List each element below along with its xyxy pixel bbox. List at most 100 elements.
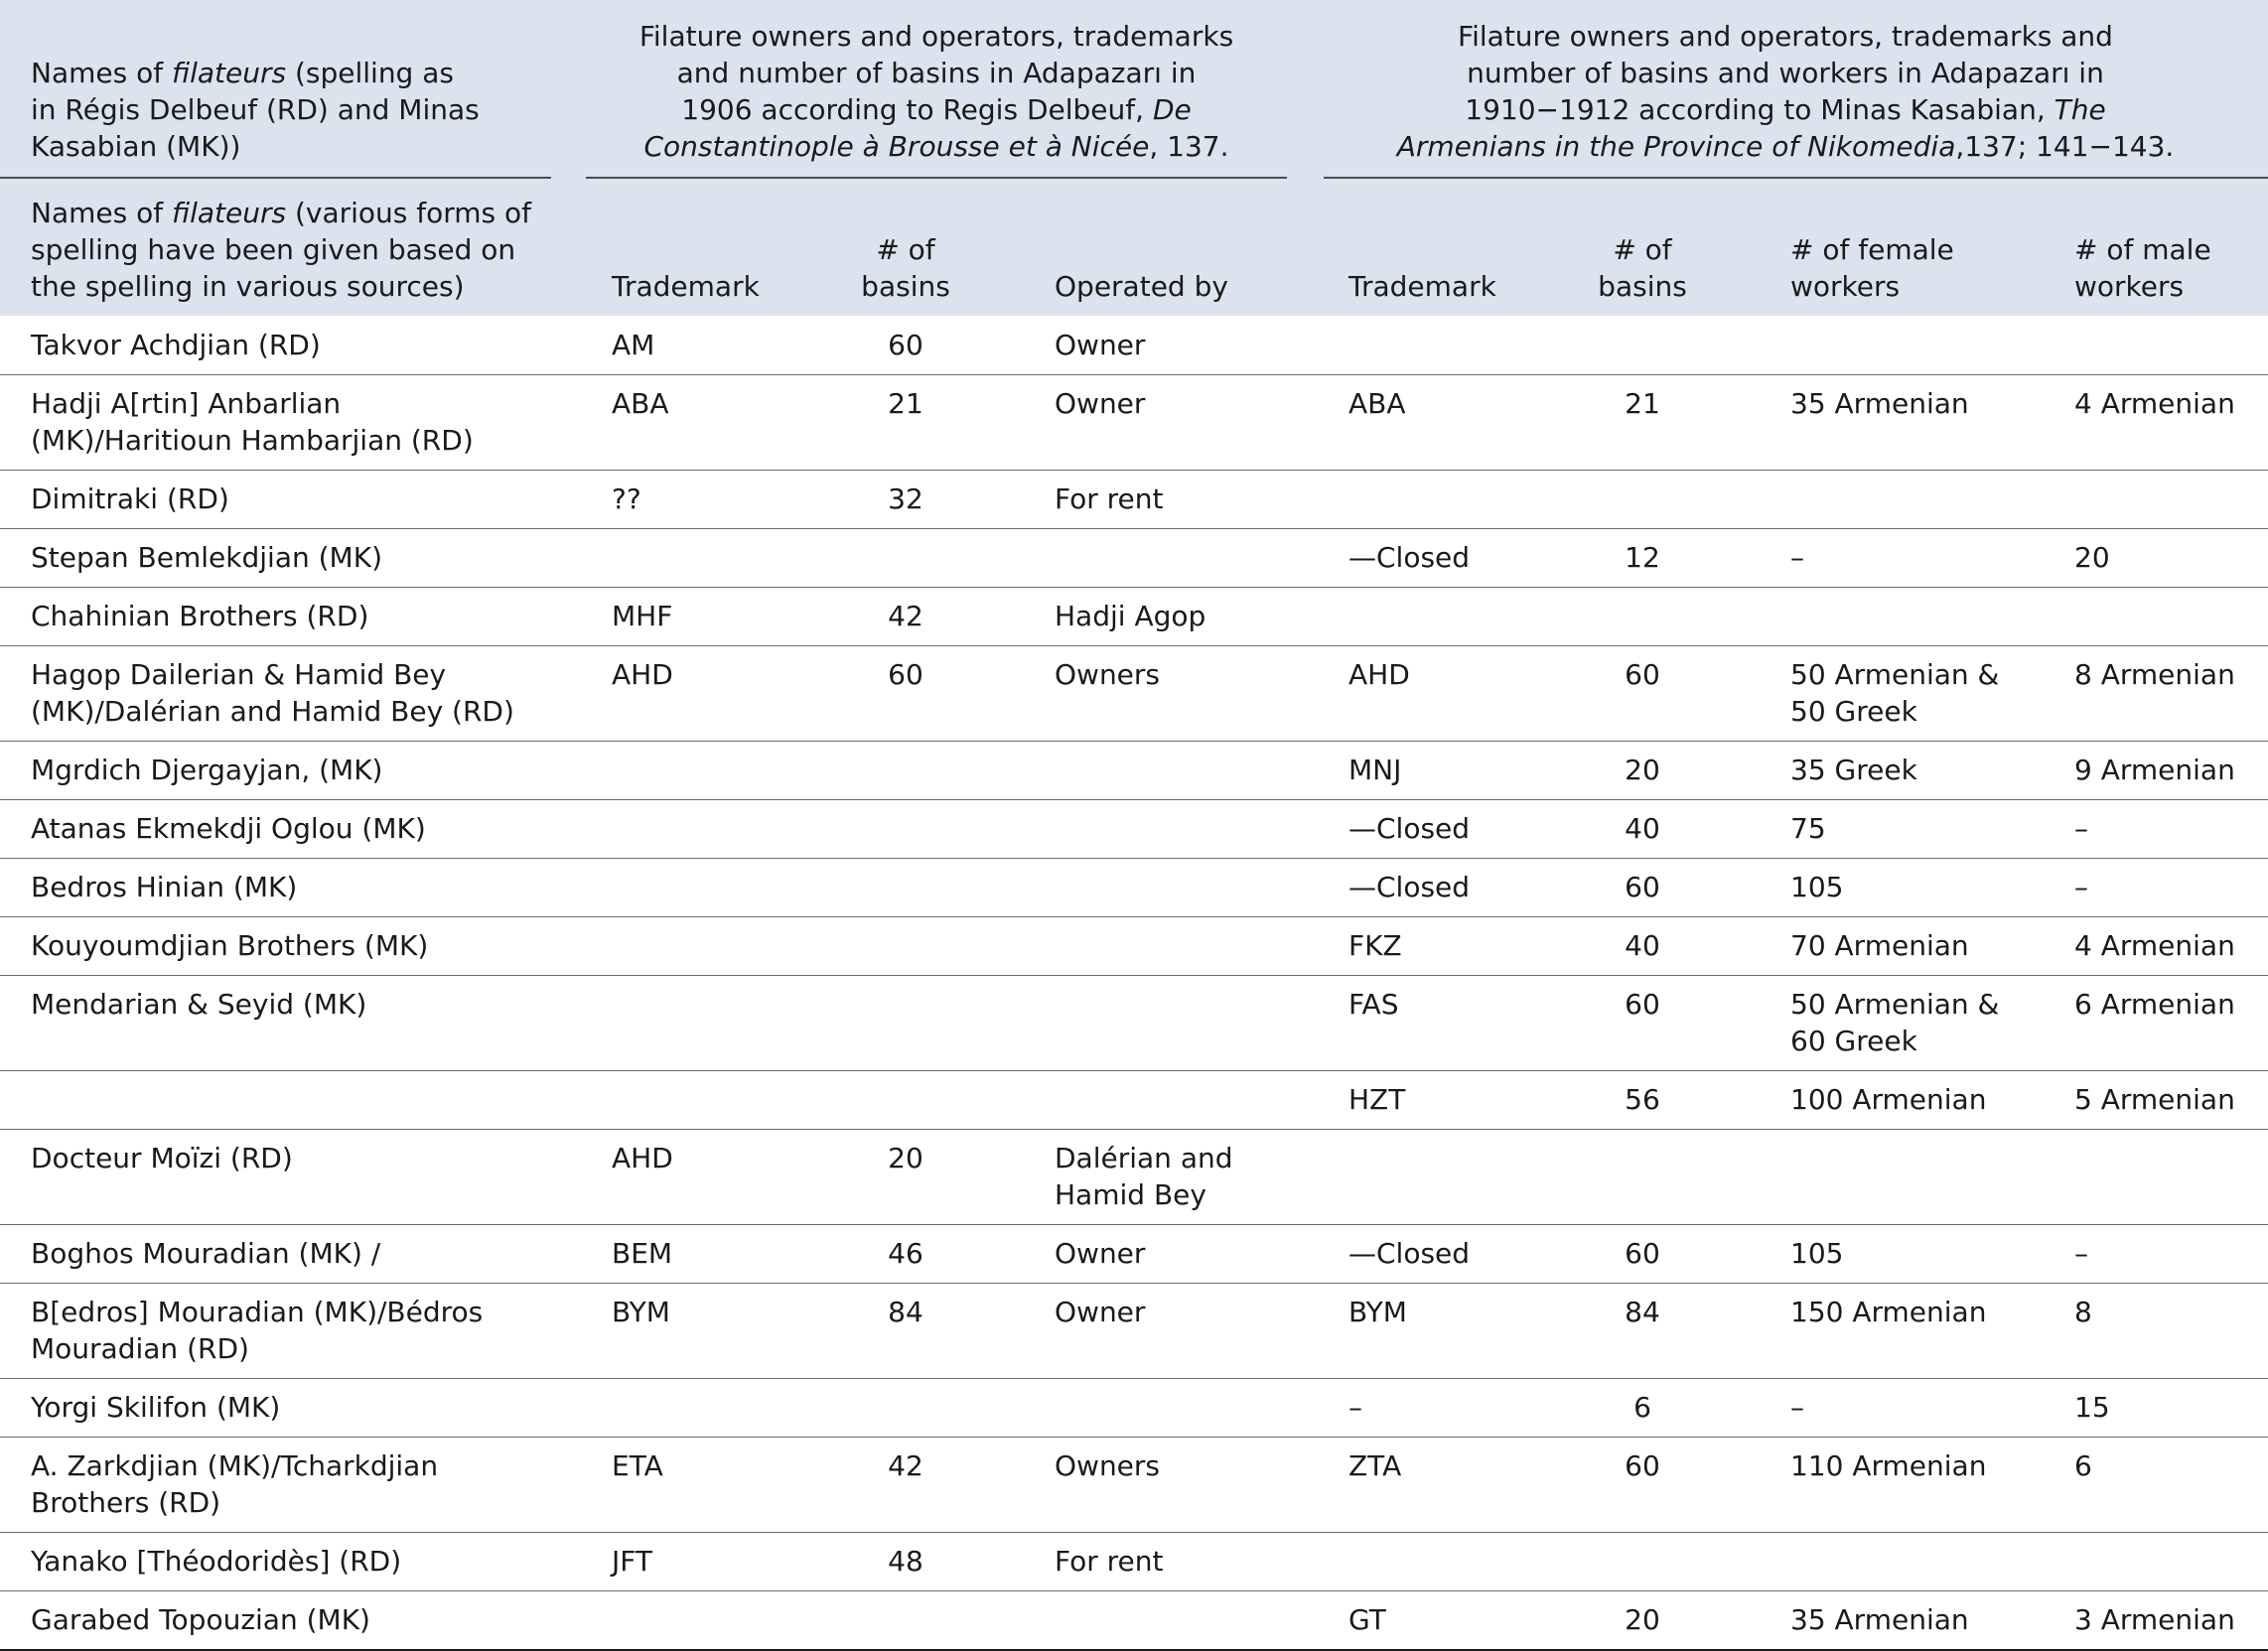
subheader-operated-by: Operated by xyxy=(1055,270,1228,303)
row-divider xyxy=(0,975,2268,976)
row-divider xyxy=(0,916,2268,917)
cell-female-workers: 75 xyxy=(1790,812,1826,845)
cell-trademark-1906: MHF xyxy=(612,600,673,632)
cell-female-workers: 110 Armenian xyxy=(1790,1449,1987,1482)
cell-female-workers: 150 Armenian xyxy=(1790,1296,1987,1328)
cell-basins-1906: 42 xyxy=(888,600,923,632)
cell-male-workers: 4 Armenian xyxy=(2074,387,2235,420)
cell-trademark-1910: —Closed xyxy=(1348,541,1471,574)
cell-operated-by: For rent xyxy=(1055,482,1164,515)
subheader-male-workers: # of male workers xyxy=(2074,233,2211,303)
cell-operated-by: Hadji Agop xyxy=(1055,600,1206,632)
cell-basins-1906: 60 xyxy=(888,658,923,691)
cell-filateur-name: Mendarian & Seyid (MK) xyxy=(31,988,367,1021)
cell-female-workers: 35 Armenian xyxy=(1790,1603,1969,1636)
cell-basins-1906: 42 xyxy=(888,1449,923,1482)
cell-filateur-name: Garabed Topouzian (MK) xyxy=(31,1603,370,1636)
cell-basins-1910: 56 xyxy=(1625,1083,1660,1116)
cell-male-workers: – xyxy=(2074,1237,2088,1270)
cell-trademark-1906: AHD xyxy=(612,1142,673,1174)
subheader-female-workers: # of female workers xyxy=(1790,233,1954,303)
cell-filateur-name: Chahinian Brothers (RD) xyxy=(31,600,369,632)
cell-trademark-1906: ?? xyxy=(612,482,641,515)
cell-male-workers: 6 xyxy=(2074,1449,2092,1482)
subheader-trademark-1906: Trademark xyxy=(612,270,760,303)
row-divider xyxy=(0,645,2268,646)
cell-male-workers: 8 Armenian xyxy=(2074,658,2235,691)
cell-trademark-1910: MNJ xyxy=(1348,754,1402,786)
cell-basins-1910: 40 xyxy=(1625,812,1660,845)
table-header xyxy=(0,0,2268,316)
row-divider xyxy=(0,470,2268,471)
cell-basins-1906: 46 xyxy=(888,1237,923,1270)
cell-female-workers: 35 Greek xyxy=(1790,754,1917,786)
cell-basins-1910: 60 xyxy=(1625,1237,1660,1270)
cell-male-workers: – xyxy=(2074,871,2088,903)
cell-trademark-1910: ABA xyxy=(1348,387,1406,420)
cell-operated-by: Owners xyxy=(1055,1449,1161,1482)
cell-trademark-1910: – xyxy=(1348,1391,1362,1424)
cell-female-workers: 105 xyxy=(1790,871,1844,903)
cell-male-workers: 5 Armenian xyxy=(2074,1083,2235,1116)
cell-trademark-1910: ZTA xyxy=(1348,1449,1402,1482)
cell-operated-by: Owner xyxy=(1055,1296,1146,1328)
cell-basins-1906: 48 xyxy=(888,1545,923,1578)
cell-filateur-name: Docteur Moïzi (RD) xyxy=(31,1142,293,1174)
cell-operated-by: Owner xyxy=(1055,387,1146,420)
cell-trademark-1910: —Closed xyxy=(1348,812,1471,845)
cell-basins-1910: 60 xyxy=(1625,988,1660,1021)
row-divider xyxy=(0,1224,2268,1225)
subheader-name: Names of filateurs (various forms of spe… xyxy=(31,197,532,303)
cell-filateur-name: Stepan Bemlekdjian (MK) xyxy=(31,541,382,574)
cell-filateur-name: Yorgi Skilifon (MK) xyxy=(31,1391,281,1424)
cell-trademark-1910: —Closed xyxy=(1348,1237,1471,1270)
group-header-names: Names of filateurs (spelling as in Régis… xyxy=(31,57,480,163)
row-divider xyxy=(0,528,2268,529)
cell-basins-1910: 60 xyxy=(1625,1449,1660,1482)
cell-filateur-name: Atanas Ekmekdji Oglou (MK) xyxy=(31,812,426,845)
row-divider xyxy=(0,1070,2268,1071)
row-divider xyxy=(0,1129,2268,1130)
cell-basins-1910: 60 xyxy=(1625,658,1660,691)
cell-basins-1906: 60 xyxy=(888,329,923,361)
cell-trademark-1910: AHD xyxy=(1348,658,1410,691)
cell-basins-1906: 20 xyxy=(888,1142,923,1174)
cell-male-workers: – xyxy=(2074,812,2088,845)
cell-female-workers: 50 Armenian & 60 Greek xyxy=(1790,988,2000,1057)
cell-basins-1906: 21 xyxy=(888,387,923,420)
group-rule-names xyxy=(0,177,551,179)
cell-trademark-1910: HZT xyxy=(1348,1083,1406,1116)
cell-trademark-1906: BEM xyxy=(612,1237,673,1270)
row-divider xyxy=(0,1437,2268,1438)
cell-male-workers: 9 Armenian xyxy=(2074,754,2235,786)
cell-trademark-1910: BYM xyxy=(1348,1296,1407,1328)
row-divider xyxy=(0,1378,2268,1379)
row-divider xyxy=(0,741,2268,742)
cell-trademark-1906: AHD xyxy=(612,658,673,691)
row-divider xyxy=(0,587,2268,588)
row-divider xyxy=(0,799,2268,800)
cell-filateur-name: Hagop Dailerian & Hamid Bey (MK)/Dalérian… xyxy=(31,658,514,728)
subheader-basins-1910: # of basins xyxy=(1598,233,1687,303)
cell-female-workers: 70 Armenian xyxy=(1790,929,1969,962)
cell-female-workers: 50 Armenian & 50 Greek xyxy=(1790,658,2000,728)
cell-female-workers: – xyxy=(1790,541,1804,574)
subheader-basins-1906: # of basins xyxy=(861,233,950,303)
group-rule-delbeuf xyxy=(586,177,1287,179)
cell-trademark-1906: JFT xyxy=(612,1545,652,1578)
cell-male-workers: 15 xyxy=(2074,1391,2110,1424)
cell-male-workers: 8 xyxy=(2074,1296,2092,1328)
row-divider xyxy=(0,1532,2268,1533)
cell-filateur-name: Dimitraki (RD) xyxy=(31,482,229,515)
row-divider xyxy=(0,858,2268,859)
cell-basins-1910: 12 xyxy=(1625,541,1660,574)
cell-female-workers: 35 Armenian xyxy=(1790,387,1969,420)
cell-basins-1906: 84 xyxy=(888,1296,923,1328)
cell-trademark-1910: FKZ xyxy=(1348,929,1402,962)
cell-operated-by: Dalérian and Hamid Bey xyxy=(1055,1142,1233,1211)
cell-filateur-name: Yanako [Théodoridès] (RD) xyxy=(31,1545,402,1578)
cell-female-workers: 105 xyxy=(1790,1237,1844,1270)
cell-trademark-1910: GT xyxy=(1348,1603,1386,1636)
cell-male-workers: 3 Armenian xyxy=(2074,1603,2235,1636)
cell-trademark-1906: BYM xyxy=(612,1296,670,1328)
